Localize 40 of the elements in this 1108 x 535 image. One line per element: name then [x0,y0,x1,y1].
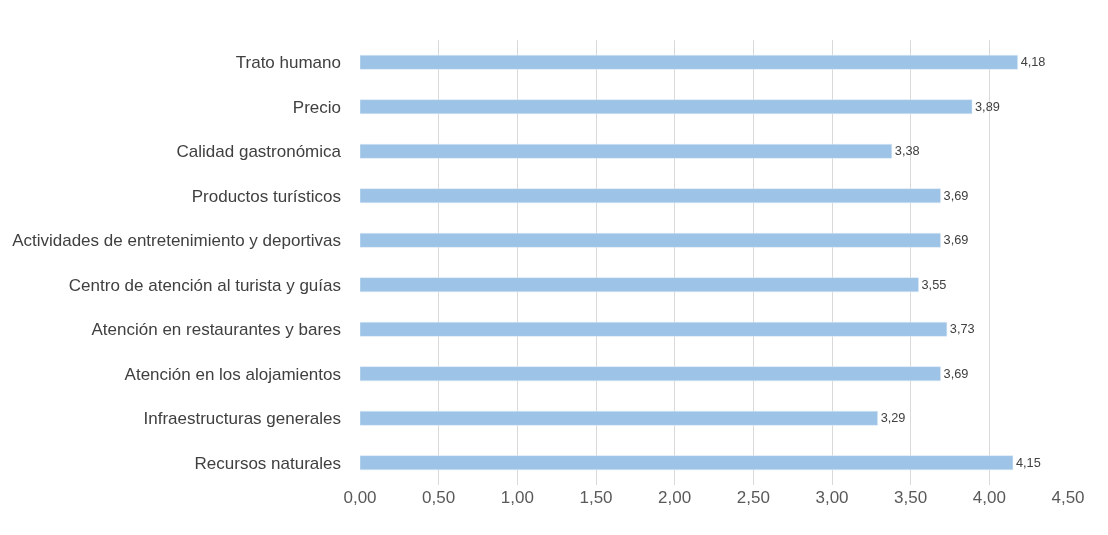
x-tick-label: 1,50 [579,488,613,507]
x-tick-label: 2,50 [736,488,770,507]
x-tick-label: 1,00 [500,488,534,507]
x-tick-label: 0,50 [422,488,456,507]
bar [360,321,948,337]
y-tick-label: Infraestructuras generales [143,409,341,429]
data-label: 3,73 [949,321,975,337]
y-tick-label: Productos turísticos [191,186,341,206]
data-label: 3,38 [894,143,920,159]
x-tick-label: 0,00 [343,488,377,507]
bar [360,54,1018,70]
bar [360,410,878,426]
x-tick-label: 3,50 [894,488,928,507]
data-label: 3,69 [943,232,969,248]
x-tick-label: 4,00 [972,488,1006,507]
data-label: 3,29 [880,410,906,426]
y-tick-label: Recursos naturales [194,453,341,473]
data-label: 3,89 [975,98,1000,114]
y-tick-label: Trato humano [235,53,341,73]
y-tick-label: Centro de atención al turista y guías [68,275,341,295]
bar [360,366,941,382]
data-label: 4,15 [1015,454,1041,470]
y-tick-label: Calidad gastronómica [176,142,342,162]
bar [360,188,941,204]
data-label: 4,18 [1020,54,1046,70]
x-tick-label: 3,00 [815,488,849,507]
data-label: 3,55 [921,276,947,292]
bar [360,232,941,248]
y-tick-label: Atención en los alojamientos [124,364,341,384]
y-tick-label: Precio [292,97,341,117]
bar [360,277,919,293]
data-label: 3,69 [943,187,969,203]
y-tick-label: Atención en restaurantes y bares [91,320,341,340]
data-label: 3,69 [943,365,969,381]
bar [360,455,1014,471]
bar [360,99,973,115]
x-tick-label: 4,50 [1051,488,1085,507]
y-tick-label: Actividades de entretenimiento y deportivas [12,231,341,251]
bar [360,143,893,159]
x-tick-label: 2,00 [658,488,692,507]
